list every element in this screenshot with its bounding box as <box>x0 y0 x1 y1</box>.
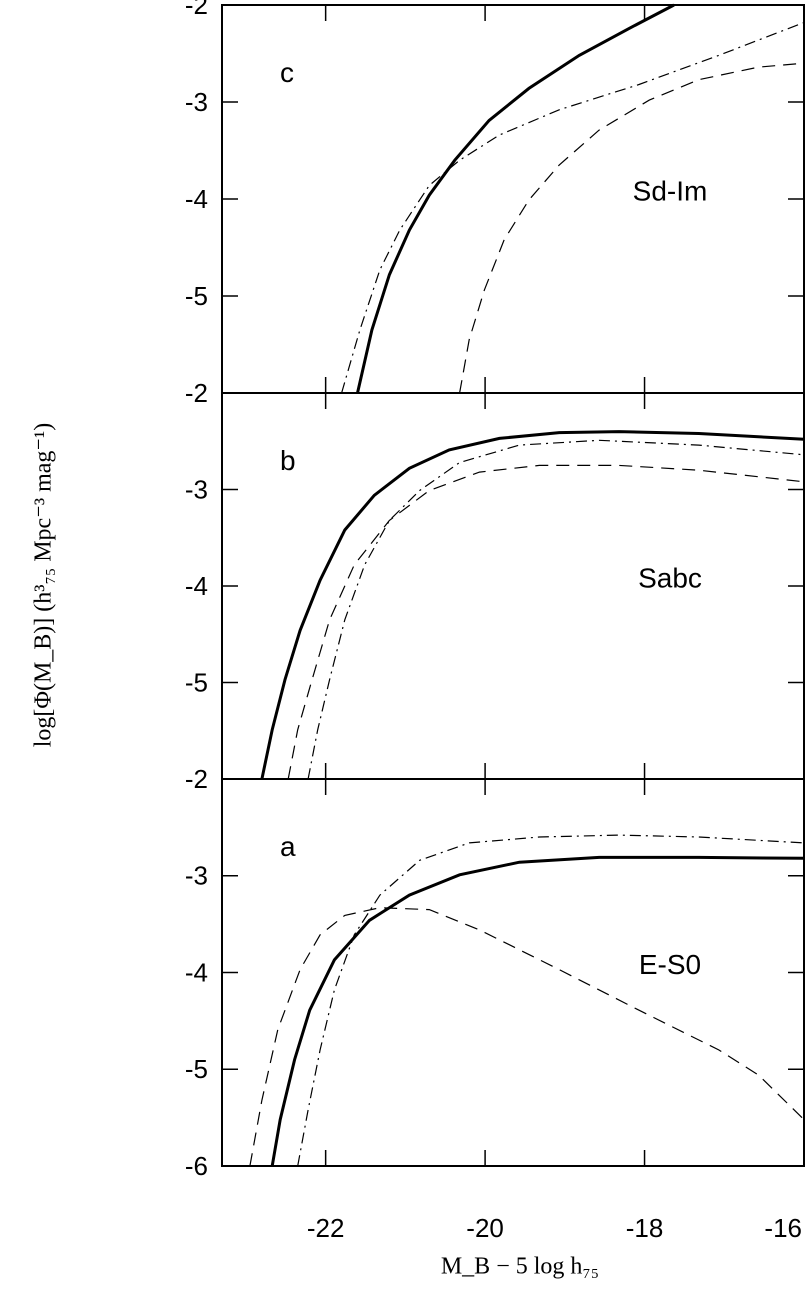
panel-frame <box>221 778 805 1167</box>
x-axis-label: M_B − 5 log h₇₅ <box>441 1254 599 1280</box>
y-tick-label: -2 <box>185 0 208 20</box>
line-series <box>260 430 805 780</box>
panel-frame <box>221 4 805 394</box>
panel-label: b <box>280 445 296 476</box>
y-tick-label: -6 <box>185 1151 208 1181</box>
annotation: Sabc <box>638 563 702 594</box>
y-tick-label: -2 <box>185 378 208 408</box>
y-tick-label: -3 <box>185 861 208 891</box>
line-series <box>341 21 805 394</box>
line-series <box>287 464 805 780</box>
panel-label: c <box>280 57 294 88</box>
y-tick-label: -4 <box>185 571 208 601</box>
annotation: Sd-Im <box>633 176 708 207</box>
y-tick-label: -2 <box>185 764 208 794</box>
y-tick-label: -5 <box>185 667 208 697</box>
y-tick-label: -5 <box>185 281 208 311</box>
panel-frame <box>221 392 805 780</box>
line-series <box>297 834 805 1167</box>
y-tick-label: -3 <box>185 87 208 117</box>
y-tick-label: -4 <box>185 184 208 214</box>
y-tick-label: -5 <box>185 1054 208 1084</box>
y-tick-label: -3 <box>185 474 208 504</box>
line-series <box>459 62 805 394</box>
panel-label: a <box>280 831 296 862</box>
line-series <box>270 855 805 1167</box>
line-series <box>356 3 675 394</box>
annotation: E-S0 <box>639 949 701 980</box>
x-tick-label: -20 <box>466 1213 504 1243</box>
line-series <box>249 907 805 1167</box>
y-tick-label: -4 <box>185 957 208 987</box>
line-series <box>307 439 805 780</box>
x-tick-label: -22 <box>307 1213 345 1243</box>
y-axis-label: log[Φ(M_B)] (h³₇₅ Mpc⁻³ mag⁻¹) <box>31 423 57 747</box>
x-tick-label: -18 <box>626 1213 664 1243</box>
x-tick-label: -16 <box>764 1213 802 1243</box>
